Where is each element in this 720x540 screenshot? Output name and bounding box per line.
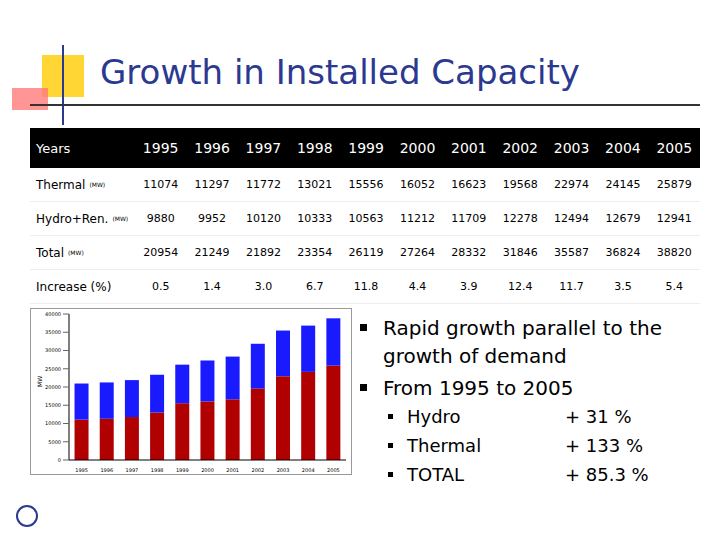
html-text:16623: 16623 [451, 178, 487, 191]
html-text:24145: 24145 [605, 178, 641, 191]
html-text:2003: 2003 [553, 140, 590, 156]
html-text:38820: 38820 [656, 246, 692, 259]
html-text:10120: 10120 [245, 212, 281, 225]
html-text:Total: Total [36, 245, 64, 260]
html-text:Hydro+Ren.: Hydro+Ren. [36, 211, 109, 226]
svg-text:1998: 1998 [151, 467, 164, 473]
svg-text:15000: 15000 [45, 402, 61, 408]
html-text:Hydro: Hydro [407, 406, 461, 427]
html-text:11.8: 11.8 [353, 280, 379, 293]
svg-text:5000: 5000 [48, 439, 61, 445]
svg-text:1997: 1997 [126, 467, 139, 473]
html-text:12941: 12941 [656, 212, 692, 225]
html-text:15556: 15556 [348, 178, 384, 191]
html-text:1.4: 1.4 [203, 280, 221, 293]
svg-text:1995: 1995 [75, 467, 88, 473]
html-text:1995: 1995 [142, 140, 179, 156]
html-text:11297: 11297 [194, 178, 230, 191]
html-text:25879: 25879 [656, 178, 692, 191]
html-text:31846: 31846 [502, 246, 538, 259]
html-text:Rapid growth parallel to the g: Rapid growth parallel to the growth of d… [383, 316, 662, 368]
svg-text:MW: MW [36, 376, 43, 387]
html-text:11074: 11074 [143, 178, 179, 191]
html-text:9880: 9880 [146, 212, 175, 225]
html-text:0.5: 0.5 [151, 280, 170, 293]
svg-text:30000: 30000 [45, 347, 61, 353]
html-text:3.9: 3.9 [460, 280, 478, 293]
html-text:10563: 10563 [348, 212, 384, 225]
html-text:TOTAL: TOTAL [407, 464, 465, 485]
html-text:28332: 28332 [451, 246, 487, 259]
html-text:4.4: 4.4 [408, 280, 427, 293]
html-text:1998: 1998 [296, 140, 333, 156]
svg-text:2003: 2003 [277, 467, 290, 473]
svg-text:0: 0 [58, 457, 61, 463]
html-text:20954: 20954 [143, 246, 179, 259]
html-text:3.0: 3.0 [254, 280, 273, 293]
html-text:From 1995 to 2005: From 1995 to 2005 [383, 376, 574, 400]
html-text:2004: 2004 [605, 140, 641, 156]
svg-text:10000: 10000 [45, 420, 61, 426]
html-text:1999: 1999 [348, 140, 384, 156]
html-text:1997: 1997 [245, 140, 282, 156]
html-text:16052: 16052 [400, 178, 435, 191]
html-text:13021: 13021 [297, 178, 333, 191]
html-text:21892: 21892 [245, 246, 281, 259]
html-text:Years: Years [36, 140, 71, 156]
html-text:35587: 35587 [554, 246, 589, 259]
svg-text:25000: 25000 [45, 366, 61, 372]
html-text:9952: 9952 [198, 212, 226, 225]
html-text:10333: 10333 [297, 212, 333, 225]
html-text:12679: 12679 [605, 212, 641, 225]
html-text:Increase (%): Increase (%) [36, 279, 112, 294]
html-text:(MW): (MW) [68, 249, 84, 256]
svg-text:35000: 35000 [45, 329, 61, 335]
html-text:12278: 12278 [502, 212, 538, 225]
html-text:11212: 11212 [400, 212, 435, 225]
svg-text:2004: 2004 [302, 467, 315, 473]
html-text:Thermal: Thermal [36, 177, 86, 192]
html-text:5.4: 5.4 [665, 280, 683, 293]
html-text:12.4: 12.4 [507, 280, 533, 293]
html-text:6.7: 6.7 [306, 280, 324, 293]
html-text:2005: 2005 [656, 140, 693, 156]
html-text:27264: 27264 [400, 246, 435, 259]
svg-text:2002: 2002 [251, 467, 264, 473]
html-text:(MW): (MW) [89, 181, 106, 188]
svg-text:2005: 2005 [327, 467, 340, 473]
svg-text:20000: 20000 [45, 384, 61, 390]
svg-text:2000: 2000 [201, 467, 214, 473]
html-text:2000: 2000 [399, 140, 436, 156]
html-text:19568: 19568 [502, 178, 538, 191]
html-text:3.5: 3.5 [614, 280, 632, 293]
html-text:2002: 2002 [502, 140, 538, 156]
html-text:Growth in Installed Capacity: Growth in Installed Capacity [100, 52, 580, 92]
html-text:1996: 1996 [194, 140, 230, 156]
svg-text:1999: 1999 [176, 467, 189, 473]
html-text:+ 31 %: + 31 % [565, 406, 632, 427]
html-text:22974: 22974 [554, 178, 589, 191]
html-text:11.7: 11.7 [559, 280, 584, 293]
html-text:21249: 21249 [194, 246, 230, 259]
html-text:2001: 2001 [451, 140, 487, 156]
svg-text:2001: 2001 [226, 467, 239, 473]
html-text:11709: 11709 [451, 212, 487, 225]
html-text:36824: 36824 [605, 246, 641, 259]
html-text:Thermal: Thermal [407, 435, 482, 456]
html-text:(MW): (MW) [112, 215, 129, 222]
html-text:23354: 23354 [297, 246, 333, 259]
html-text:+ 85.3 %: + 85.3 % [565, 464, 649, 485]
svg-text:1996: 1996 [100, 467, 113, 473]
svg-text:40000: 40000 [45, 311, 61, 317]
html-text:11772: 11772 [245, 178, 281, 191]
html-text:26119: 26119 [348, 246, 384, 259]
html-text:+ 133 %: + 133 % [565, 435, 643, 456]
html-text:12494: 12494 [554, 212, 589, 225]
